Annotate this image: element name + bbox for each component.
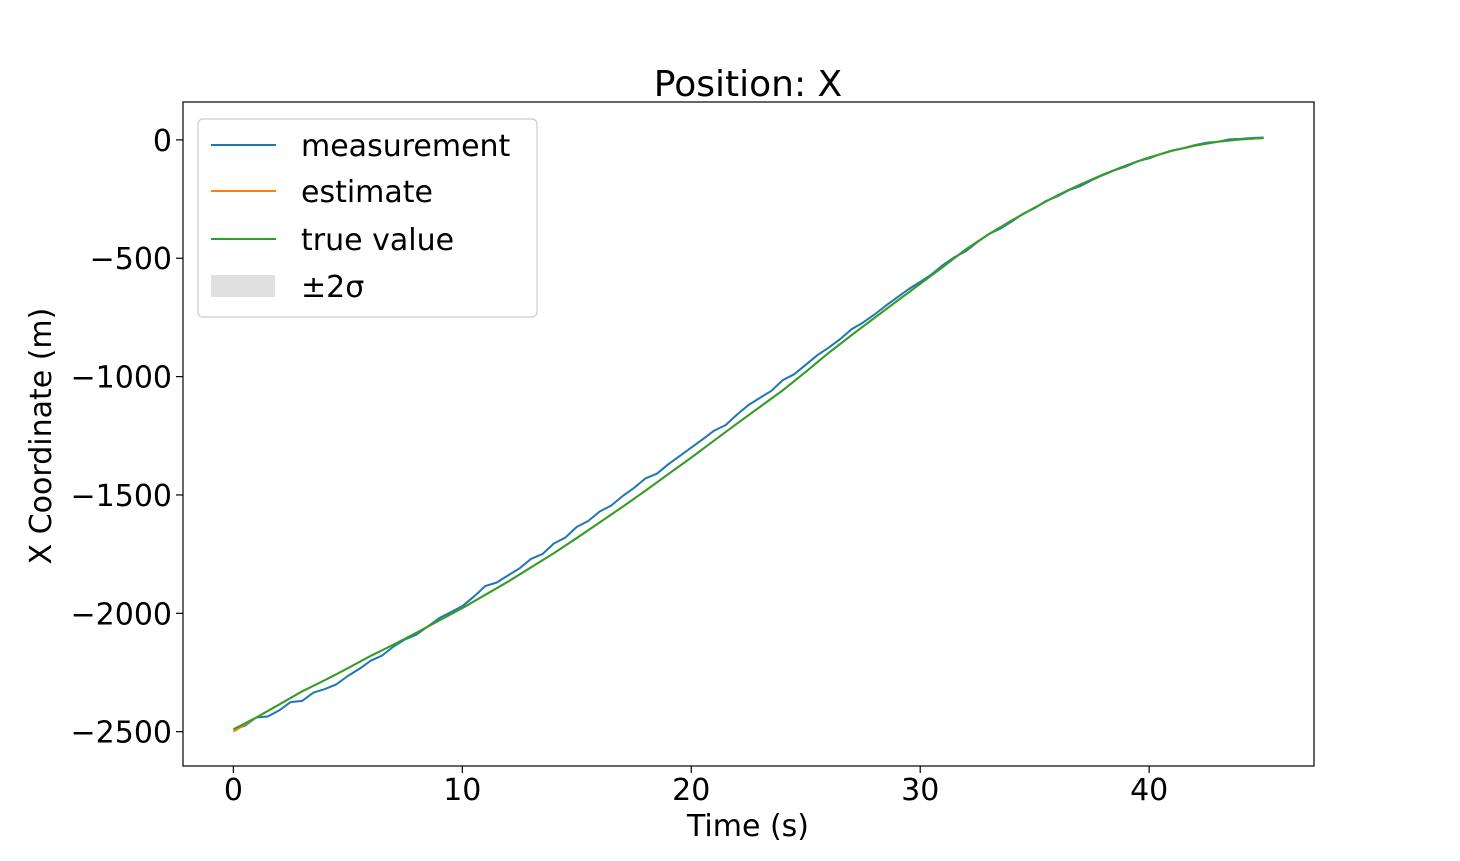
legend-label-true-value: true value [301, 223, 454, 258]
legend-label-estimate: estimate [301, 175, 433, 210]
y-tick-label: −2000 [71, 597, 172, 632]
x-tick-label: 30 [901, 773, 939, 808]
x-tick-label: 10 [443, 773, 481, 808]
x-axis: 0 10 20 30 40 [224, 766, 1168, 808]
legend-label-2sigma: ±2σ [301, 270, 364, 305]
y-tick-label: 0 [153, 124, 172, 159]
x-axis-label: Time (s) [686, 809, 809, 844]
legend-label-measurement: measurement [301, 129, 511, 164]
x-tick-label: 40 [1130, 773, 1168, 808]
axes-frame [182, 101, 1315, 767]
y-tick-label: −2500 [71, 716, 172, 751]
y-axis-label: X Coordinate (m) [24, 308, 59, 565]
y-tick-label: −1500 [71, 479, 172, 514]
legend-swatch-2sigma [211, 275, 275, 297]
series-line-true-value [232, 137, 1264, 731]
legend: measurement estimate true value ±2σ [197, 118, 538, 318]
legend-box [197, 118, 538, 318]
chart-title: Position: X [654, 64, 842, 105]
y-tick-label: −1000 [71, 361, 172, 396]
y-axis: 0 −500 −1000 −1500 −2000 −2500 [71, 124, 183, 751]
x-tick-label: 20 [672, 773, 710, 808]
y-tick-label: −500 [90, 242, 172, 277]
plot-area [232, 136, 1264, 733]
x-tick-label: 0 [224, 773, 243, 808]
